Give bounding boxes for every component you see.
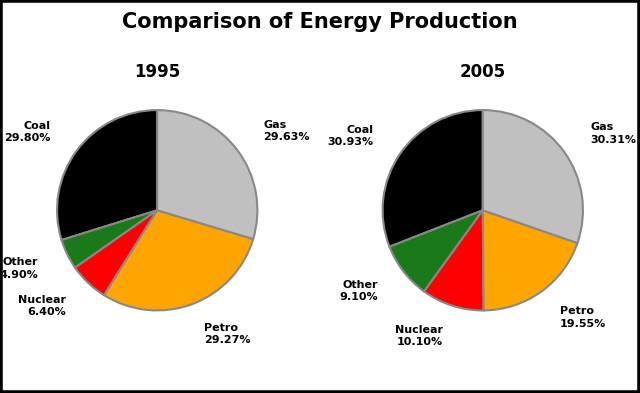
Wedge shape (57, 110, 157, 240)
Wedge shape (390, 210, 483, 292)
Wedge shape (157, 110, 257, 239)
Text: Gas
29.63%: Gas 29.63% (263, 120, 310, 143)
Wedge shape (75, 210, 157, 295)
Wedge shape (483, 210, 577, 310)
Wedge shape (383, 110, 483, 247)
Text: Comparison of Energy Production: Comparison of Energy Production (122, 12, 518, 32)
Title: 2005: 2005 (460, 63, 506, 81)
Text: Coal
30.93%: Coal 30.93% (328, 125, 374, 147)
Title: 1995: 1995 (134, 63, 180, 81)
Text: Nuclear
10.10%: Nuclear 10.10% (395, 325, 443, 347)
Text: Other
4.90%: Other 4.90% (0, 257, 38, 280)
Text: Other
9.10%: Other 9.10% (340, 280, 378, 302)
Text: Coal
29.80%: Coal 29.80% (4, 121, 51, 143)
Wedge shape (104, 210, 253, 310)
Wedge shape (424, 210, 484, 310)
Text: Nuclear
6.40%: Nuclear 6.40% (18, 295, 66, 317)
Text: Gas
30.31%: Gas 30.31% (591, 122, 637, 145)
Wedge shape (483, 110, 583, 243)
Text: Petro
29.27%: Petro 29.27% (204, 323, 250, 345)
Text: Petro
19.55%: Petro 19.55% (560, 307, 606, 329)
Wedge shape (61, 210, 157, 268)
